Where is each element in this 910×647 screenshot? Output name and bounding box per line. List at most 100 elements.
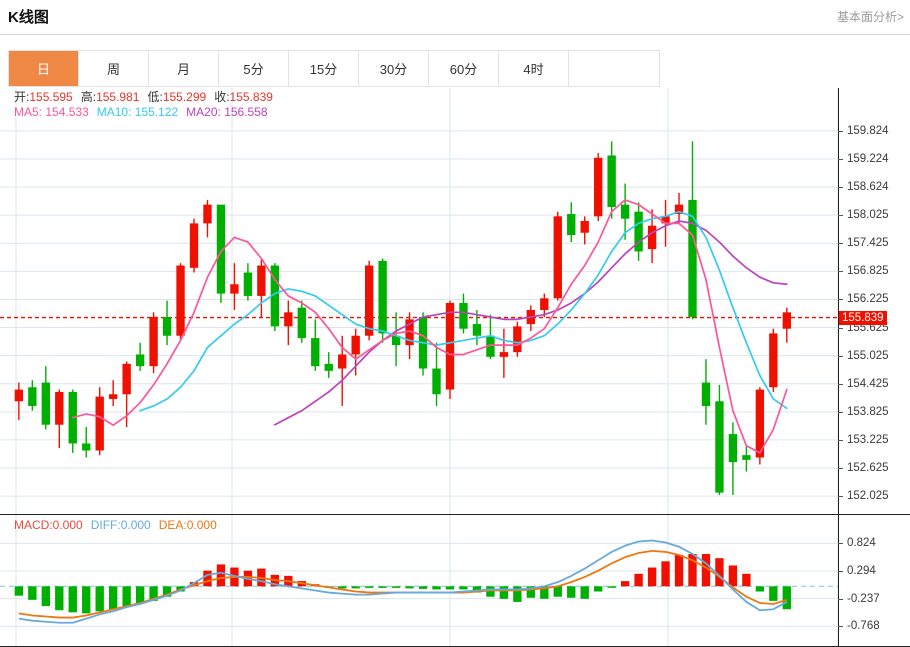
macd-bar	[620, 581, 630, 587]
candle-body	[647, 225, 657, 250]
price-tick-label: 158.025	[847, 209, 889, 222]
macd-bar	[553, 586, 562, 597]
tab-4[interactable]: 15分	[289, 51, 359, 86]
tab-2[interactable]: 月	[149, 51, 219, 86]
candle-body	[284, 312, 293, 327]
price-tick-mark	[838, 411, 843, 413]
candlestick-plot[interactable]	[0, 88, 910, 515]
macd-bar	[728, 565, 738, 587]
candle-body	[41, 382, 50, 425]
macd-bar	[378, 586, 387, 588]
candle-body	[203, 204, 212, 224]
macd-bar	[68, 586, 77, 613]
macd-bar	[108, 586, 118, 610]
candle-body	[297, 307, 306, 339]
candle-body	[701, 382, 711, 406]
tab-6[interactable]: 60分	[429, 51, 499, 86]
macd-bar	[499, 586, 509, 599]
price-tick-label: 154.425	[847, 377, 889, 390]
candle-body	[445, 302, 455, 390]
tab-7[interactable]: 4时	[499, 51, 569, 86]
candle-body	[553, 216, 562, 299]
macd-bar	[445, 586, 455, 590]
candle-body	[782, 312, 791, 329]
price-tick-mark	[838, 130, 843, 132]
candle-body	[459, 302, 468, 329]
price-tick-mark	[838, 439, 843, 441]
macd-bar	[580, 586, 589, 599]
tab-1[interactable]: 周	[79, 51, 149, 86]
macd-bar	[405, 586, 414, 589]
dea-value: 0.000	[186, 518, 217, 532]
macd-value: 0.000	[52, 518, 83, 532]
macd-tick-mark	[838, 598, 843, 600]
ma5-line	[71, 199, 788, 454]
candle-body	[189, 223, 199, 268]
candle-body	[674, 204, 684, 214]
diff-label: DIFF:	[90, 518, 121, 532]
price-tick-mark	[838, 299, 843, 301]
candle-body	[742, 455, 751, 460]
price-tick-label: 155.025	[847, 349, 889, 362]
candle-body	[243, 272, 253, 296]
macd-tick-label: 0.294	[847, 564, 876, 577]
candle-body	[688, 199, 697, 318]
macd-plot[interactable]	[0, 515, 910, 647]
dea-label: DEA:	[158, 518, 187, 532]
close-label: 收:	[214, 90, 230, 104]
macd-bar	[594, 586, 603, 592]
page-title: K线图	[8, 9, 49, 26]
tab-3[interactable]: 5分	[219, 51, 289, 86]
macd-legend: MACD:0.000 DIFF:0.000 DEA:0.000	[14, 518, 217, 532]
page-header: K线图 基本面分析>	[0, 0, 910, 36]
price-axis-line	[838, 88, 839, 515]
macd-bar	[149, 586, 158, 601]
candle-body	[594, 157, 603, 217]
macd-bar	[351, 586, 360, 589]
ma5-label: MA5:	[14, 105, 43, 119]
close-value: 155.839	[229, 90, 273, 104]
macd-bar	[82, 586, 91, 614]
price-panel: 开:155.595 高:155.981 低:155.299 收:155.839 MA5…	[0, 88, 910, 515]
candle-body	[55, 391, 64, 425]
ma20-line	[273, 220, 788, 426]
price-tick-mark	[838, 215, 843, 217]
macd-bar	[162, 586, 172, 597]
tab-0[interactable]: 日	[9, 51, 79, 86]
macd-bar	[647, 567, 657, 587]
price-tick-mark	[838, 355, 843, 357]
macd-bar	[688, 554, 697, 587]
macd-bar	[701, 554, 711, 587]
macd-bar	[189, 582, 199, 587]
macd-bar	[634, 573, 643, 587]
macd-bar	[472, 586, 482, 593]
macd-bar	[55, 586, 64, 611]
current-price-tag: 155.839	[839, 310, 887, 325]
price-tick-mark	[838, 159, 843, 161]
candle-body	[311, 338, 320, 367]
macd-panel: MACD:0.000 DIFF:0.000 DEA:0.000 0.824 0.294…	[0, 515, 910, 647]
macd-bar	[418, 586, 428, 589]
macd-tick-label: 0.824	[847, 537, 876, 550]
ma5-value: 154.533	[45, 105, 89, 119]
price-tick-label: 158.624	[847, 181, 889, 194]
high-value: 155.981	[96, 90, 140, 104]
price-tick-label: 153.825	[847, 405, 889, 418]
macd-tick-label: -0.237	[847, 592, 880, 605]
high-label: 高:	[80, 90, 97, 104]
macd-tick-label: -0.768	[847, 620, 880, 633]
fundamental-analysis-link[interactable]: 基本面分析>	[836, 10, 904, 24]
low-value: 155.299	[162, 90, 207, 104]
price-axis: 159.824 159.224 158.624 158.025 157.425 156.8…	[838, 88, 910, 515]
macd-bar	[135, 586, 145, 605]
tab-5[interactable]: 30分	[359, 51, 429, 86]
open-value: 155.595	[29, 90, 73, 104]
candle-body	[607, 155, 616, 207]
macd-bar	[742, 573, 751, 587]
macd-bar	[216, 564, 226, 587]
price-tick-label: 152.025	[847, 490, 889, 503]
candle-body	[580, 221, 589, 233]
macd-bar	[459, 586, 468, 590]
low-label: 低:	[147, 90, 163, 104]
